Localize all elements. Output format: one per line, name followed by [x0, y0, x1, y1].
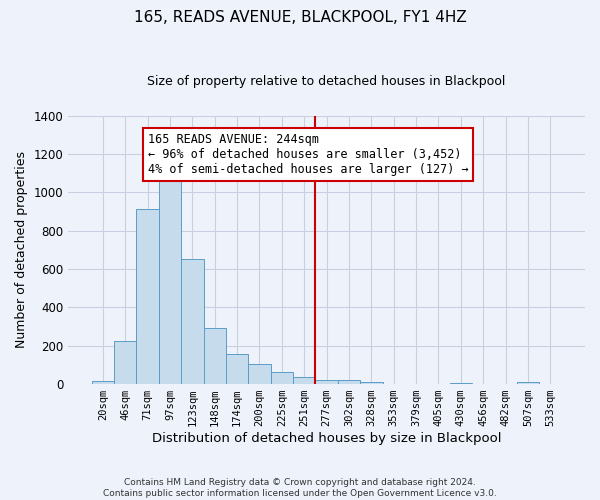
- Text: Contains HM Land Registry data © Crown copyright and database right 2024.
Contai: Contains HM Land Registry data © Crown c…: [103, 478, 497, 498]
- Bar: [293, 378, 316, 384]
- Bar: [316, 380, 338, 384]
- Bar: [203, 328, 226, 384]
- Text: 165, READS AVENUE, BLACKPOOL, FY1 4HZ: 165, READS AVENUE, BLACKPOOL, FY1 4HZ: [134, 10, 466, 25]
- Text: 165 READS AVENUE: 244sqm
← 96% of detached houses are smaller (3,452)
4% of semi: 165 READS AVENUE: 244sqm ← 96% of detach…: [148, 133, 468, 176]
- Bar: [181, 260, 203, 384]
- X-axis label: Distribution of detached houses by size in Blackpool: Distribution of detached houses by size …: [152, 432, 502, 445]
- Bar: [159, 178, 181, 384]
- Bar: [92, 381, 114, 384]
- Bar: [136, 208, 159, 384]
- Y-axis label: Number of detached properties: Number of detached properties: [15, 152, 28, 348]
- Bar: [114, 341, 136, 384]
- Bar: [248, 364, 271, 384]
- Bar: [338, 380, 360, 384]
- Bar: [449, 383, 472, 384]
- Bar: [360, 382, 383, 384]
- Title: Size of property relative to detached houses in Blackpool: Size of property relative to detached ho…: [148, 75, 506, 88]
- Bar: [226, 354, 248, 384]
- Bar: [517, 382, 539, 384]
- Bar: [271, 372, 293, 384]
